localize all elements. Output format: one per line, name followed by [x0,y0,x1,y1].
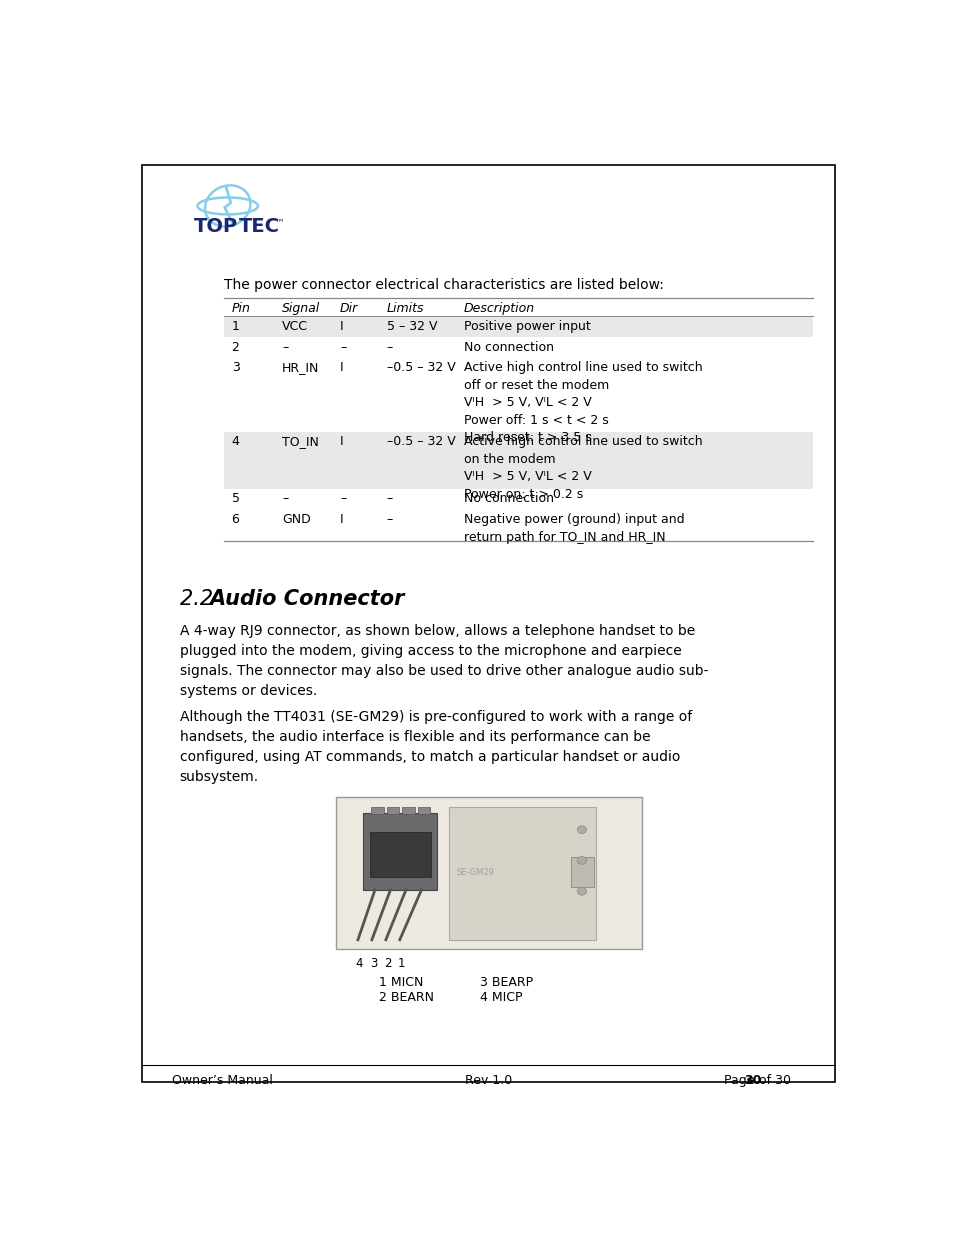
Text: Dir: Dir [340,303,358,315]
Text: Description: Description [464,303,535,315]
Text: SE-GM29: SE-GM29 [456,868,494,877]
Ellipse shape [577,857,586,864]
Text: –0.5 – 32 V: –0.5 – 32 V [386,362,455,374]
Text: 1 MICN: 1 MICN [378,976,423,989]
Text: A 4-way RJ9 connector, as shown below, allows a telephone handset to be
plugged : A 4-way RJ9 connector, as shown below, a… [179,624,707,698]
Text: –0.5 – 32 V: –0.5 – 32 V [386,436,455,448]
Text: No connection: No connection [464,341,554,353]
Text: 5 – 32 V: 5 – 32 V [386,320,436,333]
Text: Owner’s Manual: Owner’s Manual [172,1073,273,1087]
Text: Positive power input: Positive power input [464,320,590,333]
Ellipse shape [577,888,586,895]
Text: 1: 1 [397,957,405,969]
Text: Signal: Signal [282,303,320,315]
Text: 2: 2 [383,957,391,969]
Bar [224,431,812,489]
Text: 6: 6 [232,514,239,526]
Text: 4: 4 [232,436,239,448]
Text: –: – [386,341,393,353]
Text: –: – [340,493,346,505]
Text: Pin: Pin [232,303,251,315]
Text: 2 BEARN: 2 BEARN [378,992,434,1004]
Bar [363,813,436,889]
Text: 2: 2 [232,341,239,353]
Text: Active high control line used to switch
off or reset the modem
VᴵH  > 5 V, VᴵL <: Active high control line used to switch … [464,362,702,445]
Text: Although the TT4031 (SE-GM29) is pre-configured to work with a range of
handsets: Although the TT4031 (SE-GM29) is pre-con… [179,710,691,784]
Text: –: – [282,341,288,353]
Text: 5: 5 [232,493,239,505]
Text: Active high control line used to switch
on the modem
VᴵH  > 5 V, VᴵL < 2 V
Power: Active high control line used to switch … [464,436,702,501]
Text: ™: ™ [274,216,284,227]
Text: I: I [340,320,343,333]
Text: TO_IN: TO_IN [282,436,318,448]
Text: I: I [340,436,343,448]
Text: 1: 1 [232,320,239,333]
Text: 30: 30 [744,1073,761,1087]
Text: 3: 3 [370,957,376,969]
Bar [571,857,594,887]
Text: 2.2: 2.2 [179,589,219,609]
Text: Negative power (ground) input and
return path for TO_IN and HR_IN: Negative power (ground) input and return… [464,514,684,543]
Text: TEC: TEC [238,216,279,236]
Text: VCC: VCC [282,320,308,333]
Text: Audio Connector: Audio Connector [209,589,404,609]
Ellipse shape [577,826,586,834]
Bar [335,798,641,948]
Bar [386,806,398,814]
Text: of 30: of 30 [754,1073,790,1087]
Text: 4 MICP: 4 MICP [479,992,521,1004]
Text: 4: 4 [355,957,363,969]
Text: GND: GND [282,514,311,526]
Text: –: – [386,493,393,505]
Bar [369,832,431,877]
Bar [224,316,812,337]
Text: HR_IN: HR_IN [282,362,319,374]
Text: Page: Page [723,1073,758,1087]
Text: I: I [340,514,343,526]
Bar [402,806,415,814]
Text: TOP: TOP [193,216,237,236]
Text: –: – [386,514,393,526]
Text: I: I [340,362,343,374]
Text: Rev 1.0: Rev 1.0 [465,1073,512,1087]
Text: 3: 3 [232,362,239,374]
Text: –: – [282,493,288,505]
Bar [448,806,596,940]
Bar [417,806,430,814]
Text: –: – [340,341,346,353]
Text: No connection: No connection [464,493,554,505]
Bar [371,806,383,814]
Text: The power connector electrical characteristics are listed below:: The power connector electrical character… [224,278,663,291]
Text: 3 BEARP: 3 BEARP [479,976,532,989]
Text: Limits: Limits [386,303,424,315]
